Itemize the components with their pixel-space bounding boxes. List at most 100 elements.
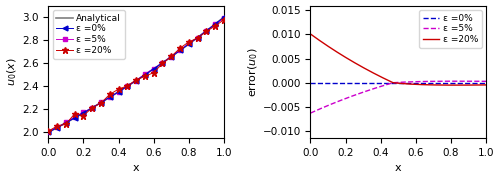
ε =0% <box>186 43 192 45</box>
ε =5% <box>221 17 227 19</box>
Analytical <box>46 131 52 134</box>
ε =5% <box>194 37 200 39</box>
Y-axis label: error($u_0$): error($u_0$) <box>246 47 260 97</box>
Analytical <box>204 29 210 31</box>
ε =20% <box>54 125 60 127</box>
ε =20% <box>63 123 69 125</box>
ε =5% <box>415 81 421 83</box>
ε =5% <box>168 55 174 58</box>
ε =5% <box>107 96 113 98</box>
ε =0% <box>116 91 121 93</box>
ε =0% <box>456 82 462 84</box>
Analytical <box>150 68 156 71</box>
ε =5% <box>452 80 458 82</box>
ε =20% <box>308 33 314 35</box>
ε =20% <box>204 30 210 32</box>
Line: ε =5%: ε =5% <box>310 81 486 113</box>
ε =20% <box>46 130 52 132</box>
ε =5% <box>308 112 314 114</box>
ε =0% <box>142 74 148 76</box>
ε =20% <box>80 115 86 117</box>
Line: ε =20%: ε =20% <box>310 34 486 85</box>
ε =5% <box>98 101 104 103</box>
ε =0% <box>133 79 139 82</box>
ε =5% <box>468 80 473 82</box>
ε =20% <box>194 37 200 39</box>
ε =5% <box>160 62 166 64</box>
ε =5% <box>150 67 156 70</box>
ε =20% <box>116 88 121 90</box>
ε =5% <box>204 30 210 32</box>
ε =20% <box>415 83 421 86</box>
ε =20% <box>456 84 462 86</box>
Analytical <box>194 37 200 40</box>
Analytical <box>221 16 227 18</box>
ε =5% <box>89 107 95 109</box>
ε =5% <box>212 23 218 25</box>
ε =0% <box>150 68 156 70</box>
ε =0% <box>54 127 60 129</box>
Legend: Analytical, ε =0%, ε =5%, ε =20%: Analytical, ε =0%, ε =5%, ε =20% <box>53 10 125 59</box>
ε =0% <box>483 82 489 84</box>
ε =0% <box>308 82 314 84</box>
ε =0% <box>415 82 421 84</box>
ε =20% <box>177 47 183 49</box>
ε =20% <box>212 25 218 27</box>
ε =0% <box>204 30 210 32</box>
ε =20% <box>186 41 192 43</box>
ε =20% <box>160 62 166 65</box>
ε =0% <box>107 96 113 98</box>
ε =0% <box>466 82 472 84</box>
ε =0% <box>212 23 218 25</box>
ε =20% <box>72 113 78 115</box>
ε =0% <box>124 85 130 87</box>
ε =0% <box>221 16 227 18</box>
Line: ε =20%: ε =20% <box>45 16 228 135</box>
ε =5% <box>142 73 148 75</box>
ε =0% <box>308 82 314 84</box>
ε =5% <box>177 49 183 51</box>
ε =20% <box>308 33 314 35</box>
ε =5% <box>124 85 130 87</box>
X-axis label: x: x <box>395 163 402 173</box>
ε =20% <box>412 83 418 85</box>
ε =20% <box>89 107 95 109</box>
Line: ε =5%: ε =5% <box>46 16 226 134</box>
ε =5% <box>186 42 192 44</box>
ε =0% <box>412 82 418 84</box>
ε =0% <box>80 112 86 114</box>
ε =20% <box>483 84 489 86</box>
ε =20% <box>221 19 227 21</box>
ε =20% <box>452 84 458 86</box>
ε =20% <box>107 93 113 95</box>
ε =0% <box>98 101 104 104</box>
ε =0% <box>160 62 166 64</box>
Line: ε =0%: ε =0% <box>46 15 226 135</box>
ε =5% <box>54 126 60 129</box>
ε =5% <box>133 79 139 82</box>
ε =0% <box>72 117 78 119</box>
ε =0% <box>168 56 174 58</box>
Legend: ε =0%, ε =5%, ε =20%: ε =0%, ε =5%, ε =20% <box>419 10 482 48</box>
Line: Analytical: Analytical <box>48 17 224 132</box>
Analytical <box>150 69 156 71</box>
ε =5% <box>72 116 78 118</box>
X-axis label: x: x <box>133 163 140 173</box>
Analytical <box>153 66 159 69</box>
ε =5% <box>483 80 489 82</box>
ε =0% <box>177 49 183 52</box>
Y-axis label: $u_0(x)$: $u_0(x)$ <box>6 57 19 86</box>
ε =0% <box>412 82 418 84</box>
ε =20% <box>468 84 473 86</box>
ε =0% <box>89 107 95 109</box>
Analytical <box>46 131 52 133</box>
ε =5% <box>80 111 86 113</box>
ε =0% <box>46 131 52 134</box>
ε =20% <box>412 83 418 85</box>
ε =20% <box>124 85 130 87</box>
ε =5% <box>412 81 418 83</box>
ε =20% <box>133 79 139 81</box>
ε =5% <box>308 112 314 114</box>
ε =20% <box>98 102 104 104</box>
ε =5% <box>412 81 418 83</box>
